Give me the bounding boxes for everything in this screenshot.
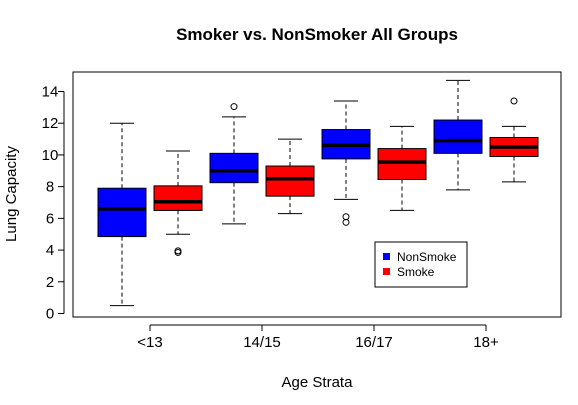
box-nonsmoke-2 <box>209 103 259 225</box>
box-smoke-1 <box>153 150 203 256</box>
legend-swatch-nonsmoke <box>383 253 390 260</box>
x-tick-label: <13 <box>137 334 162 351</box>
box-iqr <box>153 185 203 211</box>
y-tick-label: 14 <box>42 84 59 101</box>
y-tick-label: 6 <box>46 210 54 227</box>
box-iqr <box>433 119 483 154</box>
outlier-point <box>342 218 350 226</box>
legend-box <box>374 241 468 288</box>
y-tick-label: 0 <box>46 306 54 323</box>
box-iqr <box>209 152 259 184</box>
y-axis-label: Lung Capacity <box>3 146 20 242</box>
x-tick-label: 18+ <box>473 334 499 351</box>
box-iqr <box>377 148 427 181</box>
y-tick-label: 12 <box>42 115 59 132</box>
legend-swatch-smoke <box>383 268 390 275</box>
box-smoke-4 <box>489 97 539 183</box>
box-nonsmoke-3 <box>321 100 371 226</box>
x-axis: <13 14/15 16/17 18+ <box>137 324 499 351</box>
y-tick-label: 2 <box>46 274 54 291</box>
outlier-point <box>230 103 238 111</box>
chart-title: Smoker vs. NonSmoker All Groups <box>176 25 458 44</box>
legend-label-smoke: Smoke <box>397 265 435 279</box>
y-axis: 0 2 4 6 8 10 12 14 <box>42 84 65 323</box>
x-tick-label: 14/15 <box>243 334 281 351</box>
y-tick-label: 4 <box>46 242 54 259</box>
box-nonsmoke-1 <box>97 122 147 307</box>
plot-frame <box>72 71 562 318</box>
box-smoke-2 <box>265 138 315 215</box>
legend-label-nonsmoke: NonSmoke <box>397 250 457 264</box>
outlier-point <box>174 248 182 256</box>
box-iqr <box>97 187 147 238</box>
y-tick-label: 10 <box>42 147 59 164</box>
y-tick-label: 8 <box>46 179 54 196</box>
box-nonsmoke-4 <box>433 79 483 191</box>
box-iqr <box>265 165 315 197</box>
x-axis-label: Age Strata <box>282 374 354 391</box>
outlier-point <box>510 97 518 105</box>
plot-area <box>97 79 539 307</box>
x-tick-label: 16/17 <box>355 334 393 351</box>
box-smoke-3 <box>377 125 427 211</box>
